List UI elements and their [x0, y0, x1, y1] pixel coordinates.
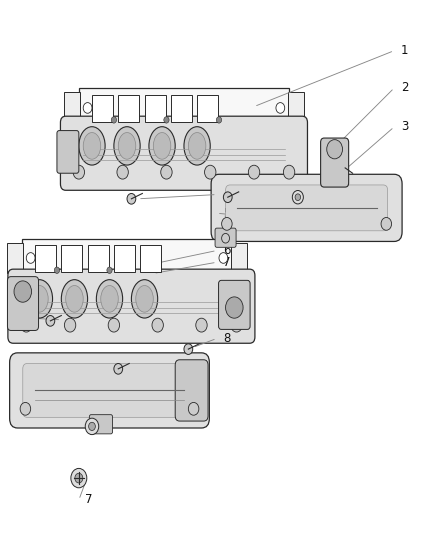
Circle shape — [111, 117, 117, 123]
FancyBboxPatch shape — [219, 280, 250, 329]
Text: 8: 8 — [223, 332, 231, 345]
Circle shape — [20, 402, 31, 415]
Circle shape — [184, 344, 193, 354]
Bar — [79, 88, 289, 128]
Circle shape — [75, 473, 83, 483]
Bar — [171, 95, 192, 122]
Ellipse shape — [184, 127, 210, 165]
FancyBboxPatch shape — [60, 116, 307, 190]
Circle shape — [64, 318, 76, 332]
Ellipse shape — [131, 280, 158, 318]
Ellipse shape — [153, 133, 171, 159]
Bar — [64, 92, 80, 124]
Circle shape — [114, 364, 123, 374]
Circle shape — [381, 217, 392, 230]
Bar — [118, 95, 139, 122]
Circle shape — [71, 469, 87, 488]
Bar — [288, 92, 304, 124]
Ellipse shape — [136, 286, 153, 312]
Ellipse shape — [79, 127, 105, 165]
FancyBboxPatch shape — [89, 415, 113, 434]
Circle shape — [231, 318, 242, 332]
Bar — [140, 245, 161, 272]
Circle shape — [226, 297, 243, 318]
Bar — [88, 245, 109, 272]
FancyBboxPatch shape — [10, 353, 209, 428]
Ellipse shape — [118, 133, 136, 159]
Circle shape — [223, 192, 232, 203]
Text: 9: 9 — [166, 403, 174, 416]
Circle shape — [54, 267, 60, 273]
Circle shape — [108, 318, 120, 332]
Circle shape — [26, 253, 35, 263]
Circle shape — [222, 233, 230, 243]
Text: 2: 2 — [401, 82, 408, 94]
FancyBboxPatch shape — [7, 277, 39, 330]
Circle shape — [248, 165, 260, 179]
Ellipse shape — [101, 286, 118, 312]
Circle shape — [21, 318, 32, 332]
Text: 7: 7 — [85, 494, 93, 506]
FancyBboxPatch shape — [211, 174, 402, 241]
Ellipse shape — [96, 280, 123, 318]
Circle shape — [107, 267, 112, 273]
Ellipse shape — [149, 127, 175, 165]
Circle shape — [216, 117, 222, 123]
Circle shape — [117, 165, 128, 179]
FancyBboxPatch shape — [226, 185, 388, 231]
Circle shape — [127, 193, 136, 204]
Text: 3: 3 — [18, 311, 25, 324]
Bar — [145, 95, 166, 122]
Text: 1: 1 — [401, 44, 408, 57]
Bar — [35, 245, 56, 272]
Circle shape — [205, 165, 216, 179]
FancyBboxPatch shape — [321, 138, 349, 187]
Text: 4: 4 — [193, 362, 200, 375]
FancyBboxPatch shape — [23, 364, 196, 417]
Circle shape — [83, 102, 92, 114]
Circle shape — [161, 165, 172, 179]
Circle shape — [292, 190, 304, 204]
Ellipse shape — [83, 133, 101, 159]
FancyBboxPatch shape — [175, 360, 208, 421]
Circle shape — [219, 253, 228, 263]
Circle shape — [14, 281, 32, 302]
Circle shape — [152, 318, 163, 332]
Ellipse shape — [114, 127, 140, 165]
Circle shape — [85, 418, 99, 434]
Circle shape — [164, 117, 169, 123]
Ellipse shape — [66, 286, 83, 312]
FancyBboxPatch shape — [57, 131, 79, 173]
Bar — [61, 245, 82, 272]
Bar — [231, 243, 247, 273]
FancyBboxPatch shape — [215, 228, 236, 247]
Bar — [197, 95, 218, 122]
Text: 5: 5 — [223, 207, 231, 220]
Circle shape — [88, 422, 95, 431]
Circle shape — [188, 402, 199, 415]
Bar — [22, 239, 232, 277]
Bar — [92, 95, 113, 122]
Circle shape — [283, 165, 295, 179]
Text: 7: 7 — [223, 256, 231, 269]
Bar — [7, 243, 23, 273]
Circle shape — [73, 165, 85, 179]
Bar — [114, 245, 135, 272]
Circle shape — [295, 194, 300, 200]
Circle shape — [222, 217, 232, 230]
Text: 6: 6 — [223, 244, 231, 257]
Text: 4: 4 — [223, 188, 231, 201]
FancyBboxPatch shape — [8, 269, 255, 343]
Text: 3: 3 — [401, 120, 408, 133]
Ellipse shape — [26, 280, 53, 318]
Ellipse shape — [188, 133, 206, 159]
Circle shape — [196, 318, 207, 332]
Circle shape — [46, 316, 55, 326]
Ellipse shape — [31, 286, 48, 312]
Ellipse shape — [61, 280, 88, 318]
Circle shape — [276, 102, 285, 114]
Circle shape — [327, 140, 343, 159]
